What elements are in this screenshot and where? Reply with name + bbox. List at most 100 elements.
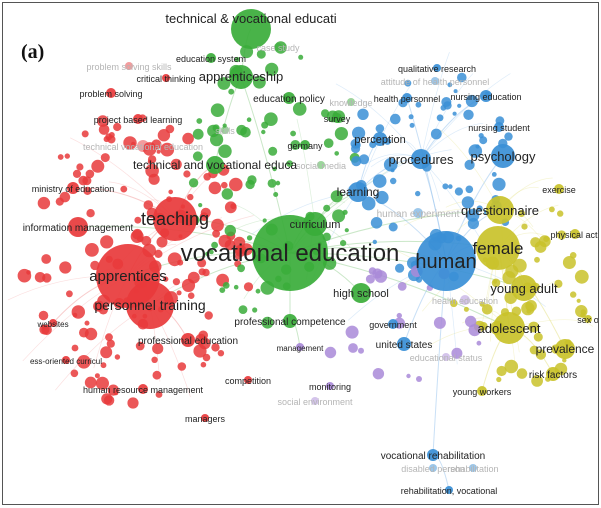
node-risk-factors (546, 367, 560, 381)
node-professional-education (181, 333, 195, 347)
background-node (130, 230, 144, 243)
label-high-school: high school (333, 288, 389, 300)
background-node (72, 312, 78, 318)
background-node (415, 101, 422, 108)
background-node (262, 218, 267, 223)
background-node (83, 186, 92, 195)
background-node (177, 362, 187, 371)
background-node (85, 243, 99, 257)
label-psychology: psychology (470, 149, 536, 164)
background-node (113, 122, 122, 132)
background-node (170, 158, 182, 170)
background-node (200, 207, 211, 218)
background-node (255, 288, 261, 294)
edge-procedures-nursing-education (420, 95, 487, 160)
label-management: management (277, 344, 324, 353)
background-node (147, 155, 157, 164)
background-node (177, 259, 184, 266)
background-node (233, 284, 239, 290)
background-node (375, 190, 389, 205)
background-node (323, 204, 331, 212)
background-node (156, 236, 168, 248)
background-node (39, 324, 50, 335)
label-curriculum: curriculum (290, 219, 341, 231)
background-node (211, 241, 219, 249)
node-young-adult (511, 275, 537, 301)
background-node (192, 128, 204, 140)
background-node (351, 156, 362, 167)
background-node (192, 151, 203, 162)
background-node (86, 209, 95, 218)
background-node (358, 154, 370, 165)
background-node (123, 136, 137, 150)
node-apprenticeship (229, 65, 253, 89)
node-germany (300, 140, 310, 150)
node-competition (244, 376, 252, 384)
background-node (461, 196, 475, 209)
background-node (261, 129, 266, 135)
node-skills (221, 126, 229, 134)
background-node (193, 344, 207, 358)
background-node (98, 124, 110, 135)
background-node (135, 341, 145, 351)
background-node (273, 192, 279, 197)
background-node (222, 282, 230, 289)
background-node (457, 72, 467, 83)
node-technical-vocational-educati (231, 9, 271, 49)
label-problem-solving: problem solving (79, 89, 142, 99)
node-young-workers (477, 386, 487, 396)
background-node (465, 185, 474, 194)
background-node (390, 113, 401, 125)
background-node (165, 124, 175, 134)
background-node (127, 397, 139, 409)
label-qualitative-research: qualitative research (398, 64, 476, 74)
background-node (84, 320, 90, 326)
background-node (108, 132, 115, 138)
label-apprentices: apprentices (89, 268, 167, 285)
label-vocational-education: vocational education (181, 240, 400, 267)
node-problem-solving-skills (125, 62, 133, 70)
node-disabled-person (429, 464, 437, 472)
background-node (372, 268, 383, 279)
background-node (358, 347, 364, 354)
background-node (85, 169, 95, 179)
background-node (361, 196, 376, 211)
background-node (323, 138, 334, 148)
background-node (81, 130, 89, 138)
background-node (517, 209, 526, 218)
label-ess-oriented-curricul: ess-oriented curricul (30, 357, 102, 366)
background-node (253, 75, 266, 89)
label-nursing-education: nursing education (450, 92, 521, 102)
label-prevalence: prevalence (536, 342, 595, 356)
node-ess-oriented-curricul (62, 356, 70, 364)
background-node (443, 101, 452, 110)
background-node (172, 278, 180, 286)
node-health-education (460, 295, 470, 305)
label-education-system: education system (176, 54, 246, 64)
node-human (416, 231, 476, 291)
background-node (372, 174, 387, 188)
background-node (205, 251, 210, 256)
background-node (91, 159, 105, 173)
background-node (491, 172, 497, 177)
node-websites (49, 319, 57, 327)
background-node (504, 132, 513, 141)
node-psychology (491, 144, 515, 168)
background-node (98, 305, 109, 315)
background-node (100, 235, 114, 249)
background-node (94, 373, 100, 379)
background-node (286, 160, 293, 168)
background-node (395, 263, 405, 273)
background-node (448, 184, 453, 189)
background-node (365, 274, 375, 284)
background-node (155, 391, 163, 398)
background-node (372, 239, 377, 245)
background-node (237, 264, 246, 273)
background-node (59, 261, 72, 274)
background-node (163, 276, 169, 282)
node-social-media (317, 161, 325, 169)
background-node (188, 178, 199, 188)
label-questionnaire: questionnaire (461, 203, 539, 218)
background-node (554, 279, 563, 288)
